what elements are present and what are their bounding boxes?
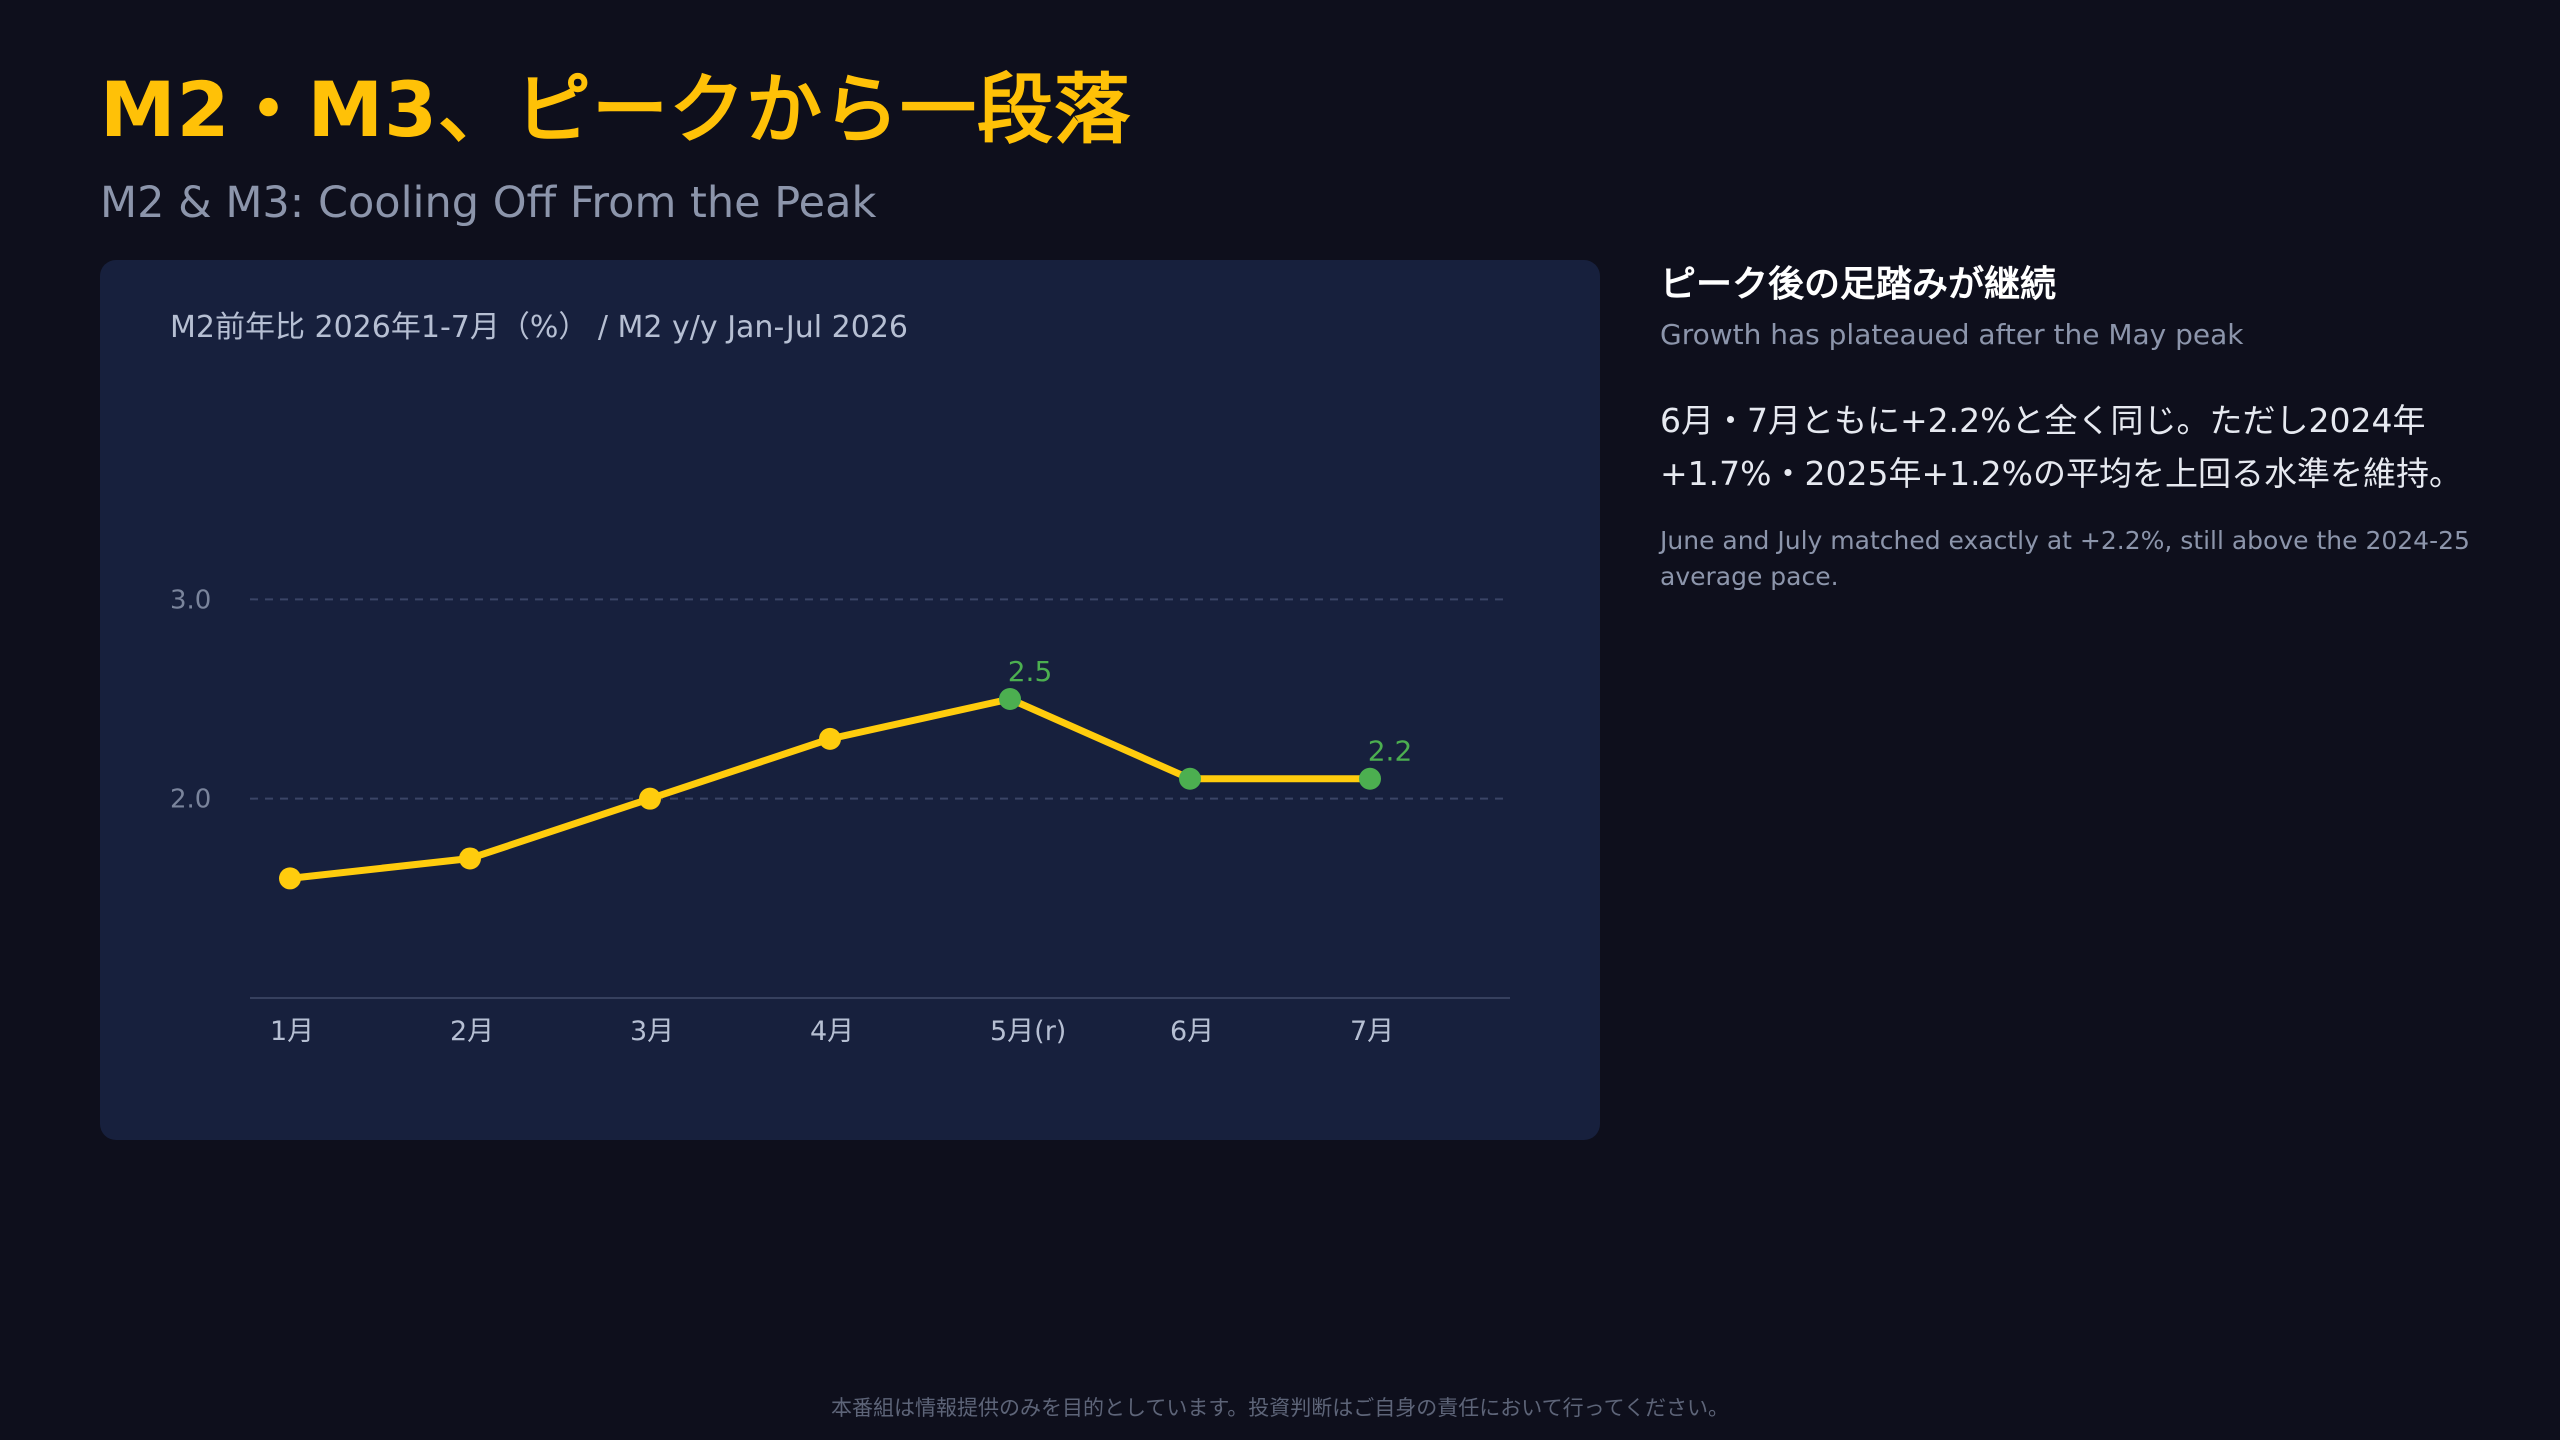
side-body-en: June and July matched exactly at +2.2%, … xyxy=(1660,525,2470,592)
series-line xyxy=(286,695,1374,882)
x-tick-label: 6月 xyxy=(1170,1016,1214,1047)
data-point xyxy=(1179,767,1201,790)
side-heading: ピーク後の足踏みが継続 xyxy=(1660,264,2057,305)
page-subtitle: M2 & M3: Cooling Off From the Peak xyxy=(100,178,877,228)
side-panel: ピーク後の足踏みが継続 Growth has plateaued after t… xyxy=(1660,262,2480,595)
chart-card xyxy=(100,260,1600,1140)
data-point xyxy=(819,727,841,750)
x-tick-label: 2月 xyxy=(450,1016,494,1047)
data-point xyxy=(279,867,301,890)
data-point xyxy=(459,847,481,870)
x-tick-label: 4月 xyxy=(810,1016,854,1047)
data-label: 2.2 xyxy=(1368,735,1413,768)
disclaimer: 本番組は情報提供のみを目的としています。投資判断はご自身の責任において行ってくだ… xyxy=(831,1396,1729,1420)
chart-label: M2前年比 2026年1-7月（%） / M2 y/y Jan-Jul 2026 xyxy=(170,310,909,345)
y-tick-label: 2.0 xyxy=(170,785,211,815)
data-point xyxy=(639,787,661,810)
data-label: 2.5 xyxy=(1008,655,1053,688)
x-tick-label: 3月 xyxy=(630,1016,674,1047)
side-heading-en: Growth has plateaued after the May peak xyxy=(1660,317,2244,351)
x-tick-label: 1月 xyxy=(270,1016,314,1047)
page-title: M2・M3、ピークから一段落 xyxy=(100,65,1132,154)
x-tick-label: 5月(r) xyxy=(990,1016,1066,1047)
data-point xyxy=(999,688,1021,710)
data-point xyxy=(1359,767,1381,790)
x-tick-label: 7月 xyxy=(1350,1016,1394,1047)
side-body: 6月・7月ともに+2.2%と全く同じ。ただし2024年+1.7%・2025年+1… xyxy=(1660,401,2462,493)
y-tick-label: 3.0 xyxy=(170,585,211,615)
